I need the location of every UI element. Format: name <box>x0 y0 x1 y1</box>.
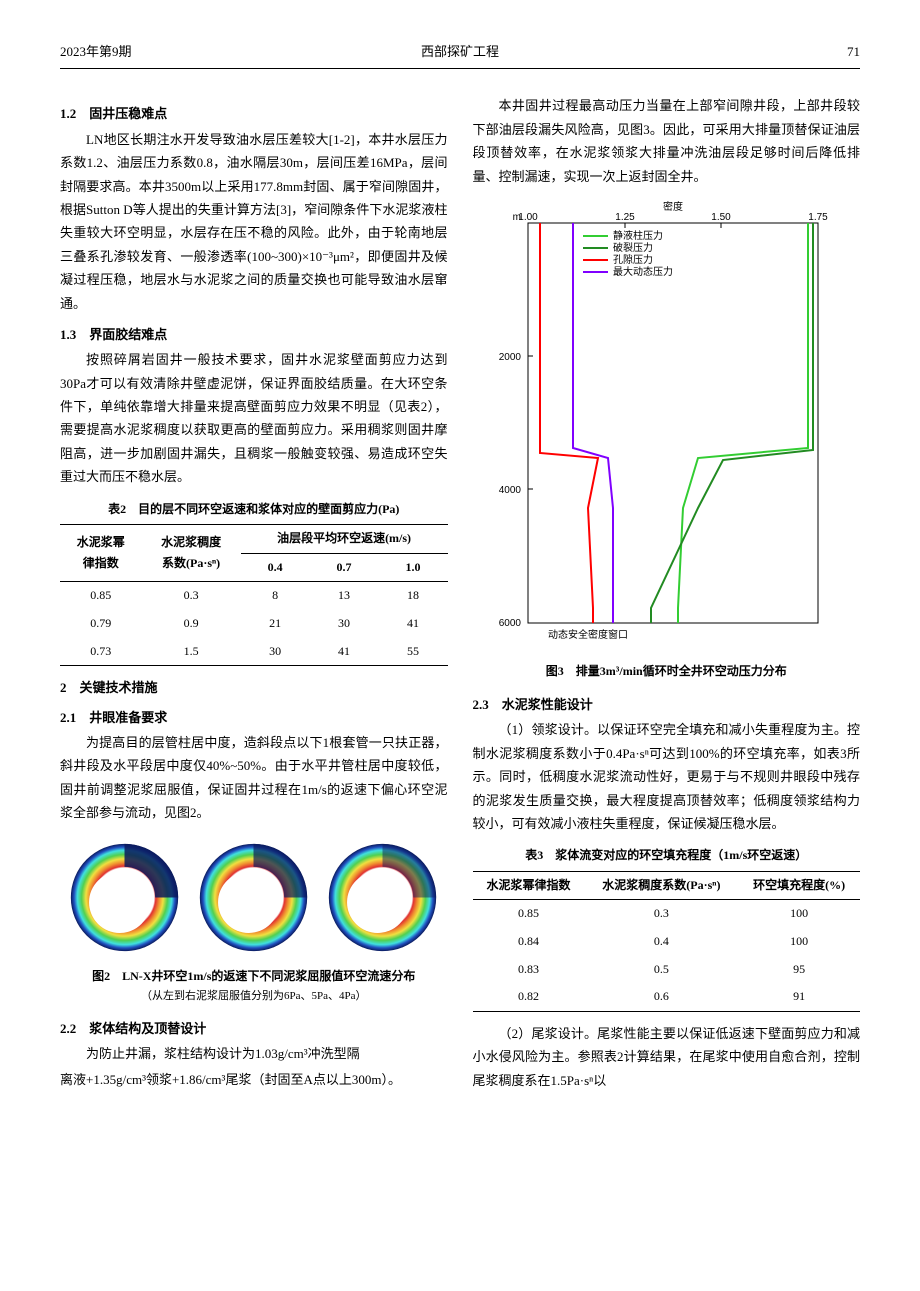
heading-1-3: 1.3 界面胶结难点 <box>60 323 448 346</box>
para-1-2: LN地区长期注水开发导致油水层压差较大[1-2]，本井水层压力系数1.2、油层压… <box>60 128 448 315</box>
fig3-line-pore <box>540 223 598 623</box>
t2-r1-c3: 21 <box>241 610 310 638</box>
fig3-caption: 图3 排量3m³/min循环时全井环空动压力分布 <box>473 661 861 683</box>
fig3-yt2: 6000 <box>498 618 521 629</box>
fig3-xt2: 1.50 <box>711 212 731 223</box>
header-page-number: 71 <box>593 40 860 63</box>
table-2: 水泥浆幂 律指数 水泥浆稠度 系数(Pa·sⁿ) 油层段平均环空返速(m/s) … <box>60 524 448 666</box>
para-2-2-part1: 为防止井漏，浆柱结构设计为1.03g/cm³冲洗型隔 <box>60 1042 448 1065</box>
heading-2-1: 2.1 井眼准备要求 <box>60 706 448 729</box>
fig3-bottom-label: 动态安全密度窗口 <box>548 628 628 641</box>
t2-c04: 0.4 <box>241 553 310 582</box>
para-2-2-part2: 离液+1.35g/cm³领浆+1.86/cm³尾浆（封固至A点以上300m）。 <box>60 1068 448 1091</box>
t2-h1b: 律指数 <box>83 556 119 570</box>
t3-h2: 水泥浆稠度系数(Pa·sⁿ) <box>585 871 739 900</box>
t3-r1-c3: 100 <box>738 928 860 956</box>
fig2-subcaption: （从左到右泥浆屈服值分别为6Pa、5Pa、4Pa） <box>60 987 448 1007</box>
para-2-3-p2: （2）尾浆设计。尾浆性能主要以保证低返速下壁面剪应力和减小水侵风险为主。参照表2… <box>473 1022 861 1092</box>
t3-r1-c1: 0.84 <box>473 928 585 956</box>
para-2-2-part3: 本井固井过程最高动压力当量在上部窄间隙井段，上部井段较下部油层段漏失风险高，见图… <box>473 94 861 188</box>
ring-3 <box>325 840 440 955</box>
t3-r0-c3: 100 <box>738 900 860 928</box>
t2-r2-c5: 55 <box>379 638 448 666</box>
t2-r2-c1: 0.73 <box>60 638 142 666</box>
t2-r0-c5: 18 <box>379 582 448 610</box>
t3-r3-c2: 0.6 <box>585 983 739 1011</box>
t2-r0-c4: 13 <box>310 582 379 610</box>
table-3-block: 表3 浆体流变对应的环空填充程度（1m/s环空返速） 水泥浆幂律指数 水泥浆稠度… <box>473 845 861 1012</box>
fig3-xt1: 1.25 <box>615 212 635 223</box>
heading-2: 2 关键技术措施 <box>60 676 448 699</box>
t2-r1-c2: 0.9 <box>142 610 241 638</box>
t2-r0-c1: 0.85 <box>60 582 142 610</box>
table-3: 水泥浆幂律指数 水泥浆稠度系数(Pa·sⁿ) 环空填充程度(%) 0.85 0.… <box>473 871 861 1012</box>
fig3-lg4: 最大动态压力 <box>613 265 673 278</box>
fig3-legend: 静液柱压力 破裂压力 孔隙压力 最大动态压力 <box>583 229 673 278</box>
figure-3-chart: 密度 m 1.00 1.25 1.50 1.75 2000 4000 6000 … <box>473 198 833 648</box>
header-issue: 2023年第9期 <box>60 40 327 63</box>
t2-r2-c2: 1.5 <box>142 638 241 666</box>
fig3-yt1: 4000 <box>498 485 521 496</box>
t3-h1: 水泥浆幂律指数 <box>473 871 585 900</box>
fig3-xlabel: 密度 <box>663 200 683 213</box>
t2-c07: 0.7 <box>310 553 379 582</box>
figure-2-rings <box>60 835 448 960</box>
ring-1 <box>67 840 182 955</box>
figure-3-block: 密度 m 1.00 1.25 1.50 1.75 2000 4000 6000 … <box>473 198 861 683</box>
t2-r1-c5: 41 <box>379 610 448 638</box>
t3-r0-c2: 0.3 <box>585 900 739 928</box>
t2-r2-c4: 41 <box>310 638 379 666</box>
t2-h1a: 水泥浆幂 <box>77 535 125 549</box>
t2-h2b: 系数(Pa·sⁿ) <box>162 556 220 570</box>
fig3-line-static <box>678 223 808 623</box>
fig3-yt0: 2000 <box>498 352 521 363</box>
t2-r1-c4: 30 <box>310 610 379 638</box>
t3-r0-c1: 0.85 <box>473 900 585 928</box>
t2-h-span: 油层段平均环空返速(m/s) <box>241 525 448 554</box>
t3-r1-c2: 0.4 <box>585 928 739 956</box>
t3-r2-c1: 0.83 <box>473 956 585 984</box>
fig3-lg3: 孔隙压力 <box>613 253 653 266</box>
heading-1-2: 1.2 固井压稳难点 <box>60 102 448 125</box>
para-2-1: 为提高目的层管柱居中度，造斜段点以下1根套管一只扶正器，斜井段及水平段居中度仅4… <box>60 731 448 825</box>
fig3-line-dynamic <box>573 223 613 623</box>
t2-r0-c2: 0.3 <box>142 582 241 610</box>
fig3-lg2: 破裂压力 <box>613 241 653 254</box>
page-header: 2023年第9期 西部探矿工程 71 <box>60 40 860 69</box>
heading-2-2: 2.2 浆体结构及顶替设计 <box>60 1017 448 1040</box>
table-3-title: 表3 浆体流变对应的环空填充程度（1m/s环空返速） <box>473 845 861 867</box>
para-1-3: 按照碎屑岩固井一般技术要求，固井水泥浆壁面剪应力达到30Pa才可以有效清除井壁虚… <box>60 348 448 488</box>
figure-2-block: 图2 LN-X井环空1m/s的返速下不同泥浆屈服值环空流速分布 （从左到右泥浆屈… <box>60 835 448 1007</box>
t3-h3: 环空填充程度(%) <box>738 871 860 900</box>
article-body: 1.2 固井压稳难点 LN地区长期注水开发导致油水层压差较大[1-2]，本井水层… <box>60 94 860 1093</box>
table-2-title: 表2 目的层不同环空返速和浆体对应的壁面剪应力(Pa) <box>60 499 448 521</box>
t2-r0-c3: 8 <box>241 582 310 610</box>
t3-r3-c3: 91 <box>738 983 860 1011</box>
t2-r1-c1: 0.79 <box>60 610 142 638</box>
fig2-caption: 图2 LN-X井环空1m/s的返速下不同泥浆屈服值环空流速分布 <box>60 966 448 988</box>
ring-2 <box>196 840 311 955</box>
fig3-xt0: 1.00 <box>518 212 538 223</box>
fig3-line-fracture <box>651 223 813 623</box>
t2-c10: 1.0 <box>379 553 448 582</box>
heading-2-3: 2.3 水泥浆性能设计 <box>473 693 861 716</box>
para-2-3-p1: （1）领浆设计。以保证环空完全填充和减小失重程度为主。控制水泥浆稠度系数小于0.… <box>473 718 861 835</box>
fig3-xt3: 1.75 <box>808 212 828 223</box>
table-2-block: 表2 目的层不同环空返速和浆体对应的壁面剪应力(Pa) 水泥浆幂 律指数 水泥浆… <box>60 499 448 667</box>
t2-r2-c3: 30 <box>241 638 310 666</box>
t3-r2-c3: 95 <box>738 956 860 984</box>
header-journal: 西部探矿工程 <box>327 40 594 63</box>
fig3-lg1: 静液柱压力 <box>613 229 663 242</box>
t3-r3-c1: 0.82 <box>473 983 585 1011</box>
t3-r2-c2: 0.5 <box>585 956 739 984</box>
t2-h2a: 水泥浆稠度 <box>161 535 221 549</box>
